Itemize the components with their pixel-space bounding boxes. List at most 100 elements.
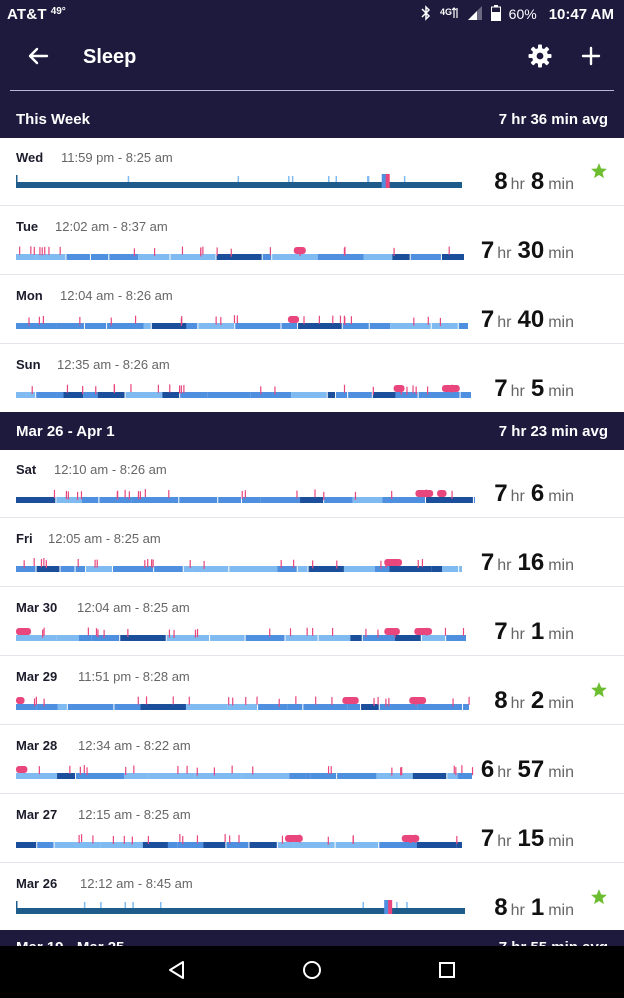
add-button[interactable]	[577, 44, 605, 72]
sleep-bar-gap	[378, 842, 380, 848]
sleep-bar-awake-tick	[124, 489, 126, 498]
sleep-bar-awake-tick	[196, 628, 199, 637]
sleep-bar-segment	[297, 566, 309, 572]
section-average: 7 hr 23 min avg	[498, 422, 608, 440]
sleep-bar-awake-tick	[128, 491, 130, 500]
sleep-bar-segment	[79, 635, 92, 641]
sleep-log-row[interactable]: Sun 12:35 am - 8:26 am 7 hr 5 min	[0, 345, 624, 413]
sleep-bar-segment	[245, 635, 286, 641]
sleep-bar-segment	[250, 392, 292, 398]
sleep-bar-segment	[218, 497, 242, 503]
sleep-bar-segment	[431, 566, 443, 572]
sleep-bar-segment	[162, 392, 181, 398]
sleep-bar-tick	[237, 176, 240, 182]
back-button[interactable]	[24, 44, 52, 72]
sleep-bar-awake-tick	[365, 628, 367, 637]
sleep-bar-awake-tick	[203, 560, 205, 569]
row-day: Sun	[16, 357, 41, 372]
sleep-bar-segment	[336, 392, 349, 398]
sleep-bar-segment	[410, 254, 442, 260]
sleep-bar-segment	[210, 635, 246, 641]
sleep-bar-gap	[466, 635, 468, 641]
sleep-bar-awake-tick	[79, 766, 81, 775]
sleep-log-row[interactable]: Sat 12:10 am - 8:26 am 7 hr 6 min	[0, 450, 624, 518]
sleep-bar-awake-tick	[303, 316, 305, 325]
sleep-bar-awake-tick	[33, 246, 35, 255]
sleep-log-row[interactable]: Tue 12:02 am - 8:37 am 7 hr 30 min	[0, 207, 624, 275]
sleep-bar-awake-tick	[461, 765, 463, 774]
sleep-bar-awake-tick	[232, 697, 234, 706]
sleep-bar-gap	[430, 323, 432, 329]
plus-icon	[581, 46, 601, 71]
sleep-bar-segment	[57, 773, 77, 779]
nav-recents-button[interactable]	[429, 954, 465, 990]
duration-hours: 8	[494, 894, 508, 921]
sleep-bar-awake-tick	[306, 627, 308, 636]
sleep-bar-gap	[209, 635, 211, 641]
sleep-bar-awake-block	[293, 247, 306, 254]
sleep-bar-gap	[124, 392, 126, 398]
nav-home-button[interactable]	[294, 954, 330, 990]
sleep-bar-gap	[53, 842, 55, 848]
sleep-bar-awake-tick	[327, 766, 330, 775]
nav-back-button[interactable]	[159, 954, 195, 990]
sleep-bar-segment	[416, 842, 457, 848]
sleep-bar-segment	[272, 254, 306, 260]
sleep-bar-awake-tick	[280, 559, 282, 568]
sleep-bar-awake-tick	[147, 836, 149, 845]
row-time-range: 12:34 am - 8:22 am	[78, 738, 191, 753]
sleep-log-row[interactable]: Mar 27 12:15 am - 8:25 am 7 hr 15 min	[0, 795, 624, 863]
duration-hours: 7	[480, 549, 495, 576]
sleep-stages-bar	[16, 315, 468, 329]
row-duration: 7 hr 1 min	[494, 618, 574, 646]
sleep-bar-segment	[441, 254, 465, 260]
sleep-bar-segment	[90, 254, 110, 260]
sleep-bar-gap	[153, 566, 155, 572]
sleep-bar-segment	[107, 323, 144, 329]
sleep-bar-awake-tick	[451, 490, 453, 499]
sleep-bar-gap	[165, 635, 167, 641]
sleep-log-row[interactable]: Mar 29 11:51 pm - 8:28 am 8 hr 2 min	[0, 657, 624, 725]
sleep-log-row[interactable]: Mar 30 12:04 am - 8:25 am 7 hr 1 min	[0, 588, 624, 656]
sleep-log-row[interactable]: Mon 12:04 am - 8:26 am 7 hr 40 min	[0, 276, 624, 344]
sleep-bar-gap	[182, 566, 184, 572]
sleep-bar-segment	[337, 773, 377, 779]
app-header: Sleep	[0, 28, 624, 100]
sleep-bar-gap	[335, 392, 337, 398]
settings-button[interactable]	[526, 44, 554, 72]
sleep-bar-gap	[113, 704, 115, 710]
sleep-log-row[interactable]: Wed 11:59 pm - 8:25 am 8 hr 8 min	[0, 138, 624, 206]
sleep-bar-awake-tick	[97, 629, 99, 638]
sleep-bar-awake-tick	[400, 767, 402, 776]
sleep-bar-gap	[271, 254, 273, 260]
duration-hours: 7	[494, 375, 508, 402]
sleep-log-row[interactable]: Mar 28 12:34 am - 8:22 am 6 hr 57 min	[0, 726, 624, 794]
sleep-bar-awake-tick	[385, 698, 387, 707]
sleep-bar-tick	[362, 902, 365, 908]
sleep-bar-tick	[328, 176, 330, 182]
sleep-bar-awake-tick	[92, 835, 94, 844]
sleep-log-row[interactable]: Mar 26 12:12 am - 8:45 am 8 hr 1 min	[0, 864, 624, 932]
sleep-bar-segment	[421, 635, 437, 641]
sleep-bar-awake-tick	[426, 386, 429, 395]
duration-minutes: 15	[517, 825, 545, 852]
sleep-bar-gap	[368, 323, 370, 329]
sleep-bar-tick	[160, 902, 162, 908]
sleep-bar-awake-tick	[96, 559, 98, 568]
sleep-bar-awake-tick	[40, 559, 43, 568]
sleep-bar-gap	[445, 635, 447, 641]
star-icon	[590, 162, 608, 180]
sleep-bar-awake-block	[384, 559, 403, 566]
sleep-bar-gap	[75, 773, 77, 779]
sleep-stages-bar	[16, 627, 468, 641]
sleep-bar-gap	[471, 392, 473, 398]
sleep-bar-awake-tick	[131, 836, 133, 845]
sleep-bar-awake-tick	[44, 246, 46, 255]
sleep-bar-awake-tick	[23, 560, 25, 569]
sleep-bar-awake-tick	[110, 317, 112, 326]
sleep-log-row[interactable]: Fri 12:05 am - 8:25 am 7 hr 16 min	[0, 519, 624, 587]
sleep-bar-awake-tick	[194, 629, 197, 638]
sleep-bar-awake-tick	[177, 766, 179, 775]
sleep-stages-bar	[16, 558, 464, 572]
sleep-bar-segment	[114, 704, 141, 710]
